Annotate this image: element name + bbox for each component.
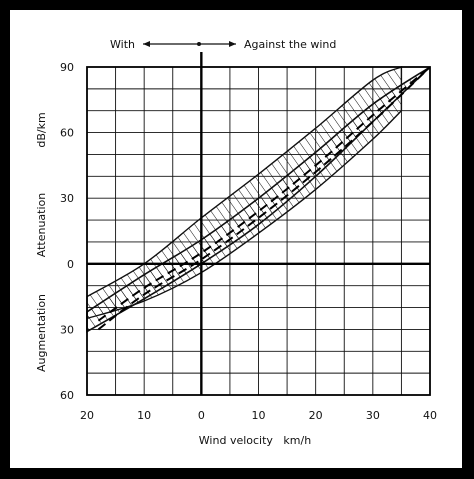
top-right-label: Against the wind [244, 38, 336, 51]
chart-frame: 20 10 0 10 20 30 40 90 60 30 0 30 60 With Against th… [10, 10, 462, 468]
wind-attenuation-chart: 20 10 0 10 20 30 40 90 60 30 0 30 60 With Against th… [35, 38, 437, 447]
dashed-mean-curve [97, 66, 431, 331]
x-axis-label: Wind velocity km/h [199, 434, 311, 447]
x-tick-label: 20 [80, 409, 94, 422]
x-tick-label: 10 [252, 409, 266, 422]
y-label-unit: dB/km [35, 112, 48, 147]
x-tick-label: 0 [198, 409, 205, 422]
y-tick-label: 0 [67, 258, 74, 271]
x-tick-label: 40 [423, 409, 437, 422]
x-tick-label: 30 [366, 409, 380, 422]
dashed-mean-curve [97, 66, 431, 322]
y-label-upper: Attenuation [35, 193, 48, 258]
plot-border [86, 66, 431, 396]
x-tick-label: 10 [137, 409, 151, 422]
top-left-label: With [110, 38, 135, 51]
y-tick-label: 90 [60, 61, 74, 74]
y-tick-label: 30 [60, 192, 74, 205]
direction-arrow-icon [143, 41, 236, 47]
y-label-lower: Augmentation [35, 294, 48, 372]
y-tick-label: 60 [60, 127, 74, 140]
x-tick-label: 20 [309, 409, 323, 422]
y-tick-label: 60 [60, 389, 74, 402]
y-tick-label: 30 [60, 323, 74, 336]
